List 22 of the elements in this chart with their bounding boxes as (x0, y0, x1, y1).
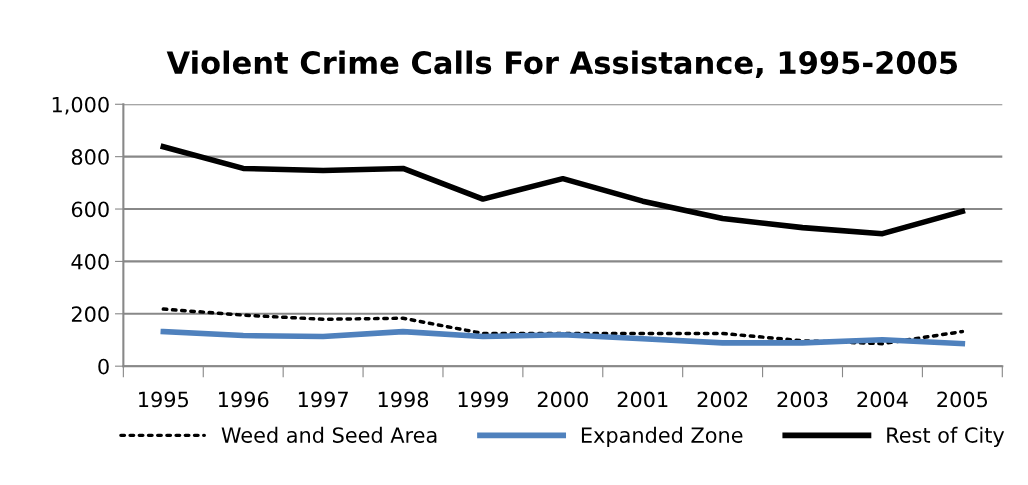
legend-label: Rest of City (887, 426, 1005, 447)
chart-title: Violent Crime Calls For Assistance, 1995-2005 (166, 50, 958, 79)
x-tick-label: 1995 (139, 391, 188, 408)
x-tick-label: 1998 (378, 391, 429, 408)
y-tick-label: 0 (98, 358, 109, 375)
x-tick-label: 2003 (777, 391, 828, 408)
legend-label: Weed and Seed Area (221, 426, 437, 443)
y-tick-label: 1,000 (52, 96, 109, 115)
legend-label: Expanded Zone (581, 426, 743, 447)
y-tick-label: 200 (71, 306, 109, 323)
y-tick-label: 600 (71, 201, 109, 218)
line-series (161, 307, 965, 346)
x-tick-label: 2000 (537, 391, 588, 408)
y-tick-label: 400 (71, 253, 109, 270)
y-tick-label: 800 (71, 149, 109, 165)
x-tick-label: 1996 (218, 391, 269, 408)
x-tick-label: 2004 (857, 391, 908, 408)
x-tick-label: 1999 (458, 391, 508, 408)
x-tick-label: 2002 (697, 391, 748, 408)
x-tick-label: 2001 (617, 391, 668, 408)
x-tick-label: 2005 (937, 391, 988, 408)
x-tick-label: 1997 (298, 391, 348, 408)
